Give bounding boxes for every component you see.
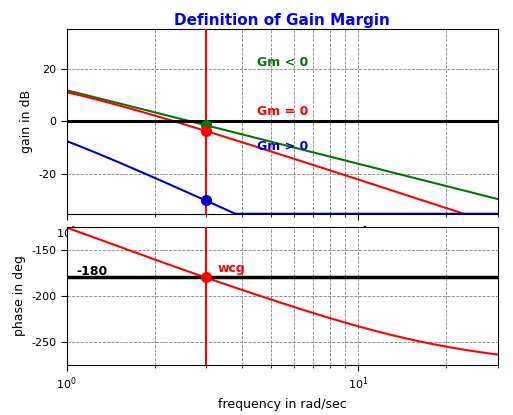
Y-axis label: phase in deg: phase in deg: [13, 256, 26, 337]
Text: Gm > 0: Gm > 0: [257, 140, 308, 154]
Text: wcg: wcg: [218, 262, 246, 275]
X-axis label: frequency in rad/sec: frequency in rad/sec: [218, 398, 346, 411]
Y-axis label: gain in dB: gain in dB: [19, 90, 33, 153]
Text: Gm = 0: Gm = 0: [257, 105, 309, 118]
Text: Gm < 0: Gm < 0: [257, 56, 308, 69]
Text: -180: -180: [76, 265, 108, 278]
Title: Definition of Gain Margin: Definition of Gain Margin: [174, 13, 390, 28]
